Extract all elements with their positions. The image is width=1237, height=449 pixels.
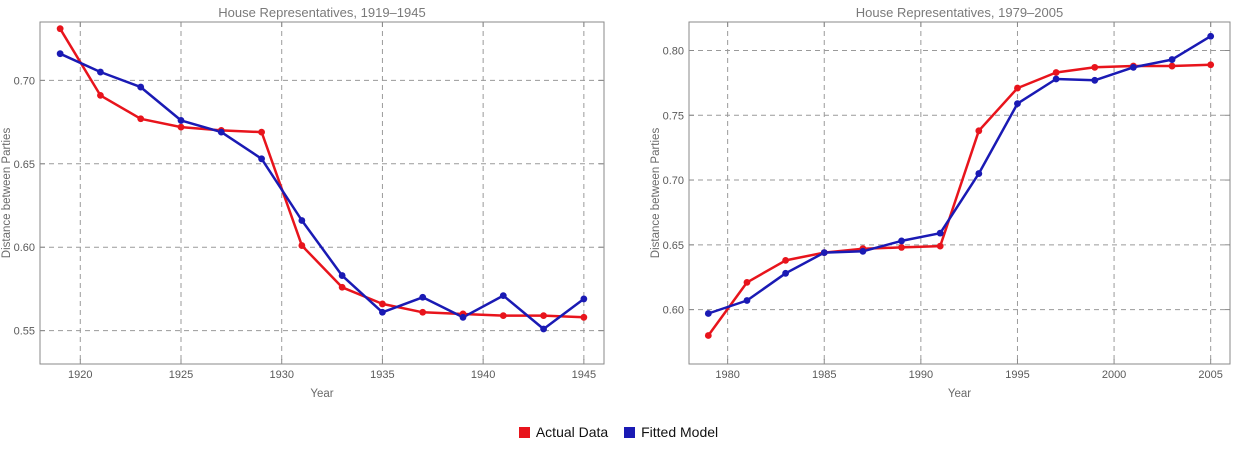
data-point-fitted — [820, 249, 828, 256]
y-axis-label: Distance between Parties — [650, 128, 662, 259]
x-tick-label: 1990 — [909, 369, 933, 381]
y-tick-label: 0.70 — [663, 175, 684, 187]
y-axis-label: Distance between Parties — [1, 128, 13, 259]
data-point-actual — [338, 283, 346, 291]
data-point-fitted — [580, 295, 588, 303]
series-line-actual — [707, 63, 1211, 337]
chart-title: House Representatives, 1919–1945 — [218, 5, 425, 20]
plot-frame — [688, 21, 1231, 365]
x-tick-label: 1930 — [269, 369, 293, 381]
x-tick-label: 1985 — [812, 369, 836, 381]
legend-label-fitted: Fitted Model — [641, 424, 719, 440]
data-point-fitted — [540, 325, 547, 333]
y-tick-label: 0.65 — [14, 159, 35, 171]
data-point-actual — [540, 312, 547, 320]
data-point-actual — [419, 308, 427, 316]
data-point-actual — [704, 332, 712, 339]
data-point-actual — [1052, 69, 1060, 76]
data-point-fitted — [1168, 56, 1176, 63]
series-line-fitted — [707, 35, 1212, 315]
data-point-fitted — [499, 292, 507, 299]
data-point-fitted — [217, 128, 225, 136]
x-tick-label: 1980 — [715, 369, 739, 381]
y-tick-label: 0.60 — [14, 242, 35, 254]
data-point-actual — [137, 115, 145, 123]
x-tick-label: 1940 — [471, 369, 495, 381]
data-point-fitted — [1052, 75, 1060, 83]
x-tick-label: 1920 — [68, 369, 92, 381]
data-point-fitted — [782, 269, 790, 277]
legend-item-actual: Actual Data — [518, 424, 609, 440]
data-point-actual — [1168, 62, 1176, 70]
y-tick-label: 0.75 — [663, 110, 684, 122]
data-point-fitted — [137, 83, 145, 91]
y-tick-label: 0.70 — [14, 75, 35, 87]
series-line-actual — [59, 28, 584, 319]
legend: Actual Data Fitted Model — [0, 424, 1237, 441]
data-point-actual — [975, 127, 983, 135]
y-tick-label: 0.60 — [663, 305, 684, 317]
data-point-fitted — [1129, 63, 1137, 71]
data-point-fitted — [338, 272, 346, 279]
x-tick-label: 2000 — [1102, 369, 1126, 381]
data-point-actual — [936, 242, 944, 250]
legend-swatch-fitted — [624, 426, 636, 438]
x-tick-label: 2005 — [1198, 369, 1222, 381]
data-point-actual — [258, 128, 265, 136]
x-tick-label: 1935 — [370, 369, 394, 381]
data-point-fitted — [704, 310, 712, 317]
data-point-actual — [499, 312, 507, 320]
data-point-fitted — [56, 50, 64, 58]
data-point-fitted — [975, 170, 983, 177]
data-point-fitted — [1014, 100, 1021, 108]
data-point-fitted — [743, 297, 751, 304]
data-point-fitted — [898, 237, 905, 245]
plot-frame — [39, 21, 605, 365]
data-point-actual — [56, 25, 64, 33]
data-point-fitted — [459, 313, 467, 321]
y-tick-label: 0.65 — [663, 240, 684, 252]
data-point-fitted — [258, 155, 265, 163]
data-point-fitted — [419, 293, 427, 301]
data-point-actual — [1207, 61, 1215, 69]
legend-swatch-actual — [518, 426, 530, 438]
data-point-actual — [177, 123, 185, 131]
data-point-actual — [898, 244, 905, 251]
y-tick-label: 0.80 — [663, 46, 684, 58]
data-point-fitted — [177, 117, 185, 124]
x-tick-label: 1995 — [1005, 369, 1029, 381]
x-tick-label: 1945 — [572, 369, 596, 381]
data-point-fitted — [1091, 76, 1099, 84]
data-point-actual — [580, 313, 588, 321]
chart-panel-1: 1920 1925 1930 1935 1940 1945 0.55 0.60 0.65 0.70… — [1, 5, 605, 400]
x-axis-label: Year — [310, 388, 333, 400]
data-point-fitted — [1207, 32, 1215, 40]
series-line-fitted — [59, 52, 585, 331]
data-point-actual — [743, 278, 751, 286]
data-point-actual — [97, 92, 104, 99]
data-point-actual — [1014, 84, 1021, 92]
legend-label-actual: Actual Data — [535, 424, 609, 440]
data-point-fitted — [936, 229, 944, 237]
data-point-fitted — [298, 217, 306, 224]
chart-panel-2: 1980 1985 1990 1995 2000 2005 0.60 0.65 0.70 0.75… — [650, 5, 1231, 400]
x-axis-label: Year — [948, 388, 971, 400]
y-tick-label: 0.55 — [14, 326, 35, 338]
data-point-fitted — [859, 247, 867, 255]
data-point-actual — [298, 242, 306, 249]
data-point-fitted — [379, 308, 386, 316]
x-tick-label: 1925 — [169, 369, 193, 381]
legend-item-fitted: Fitted Model — [624, 424, 718, 440]
data-point-actual — [782, 256, 790, 264]
chart-title: House Representatives, 1979–2005 — [856, 5, 1063, 20]
data-point-fitted — [97, 68, 104, 76]
data-point-actual — [379, 300, 386, 308]
data-point-actual — [1091, 63, 1099, 71]
